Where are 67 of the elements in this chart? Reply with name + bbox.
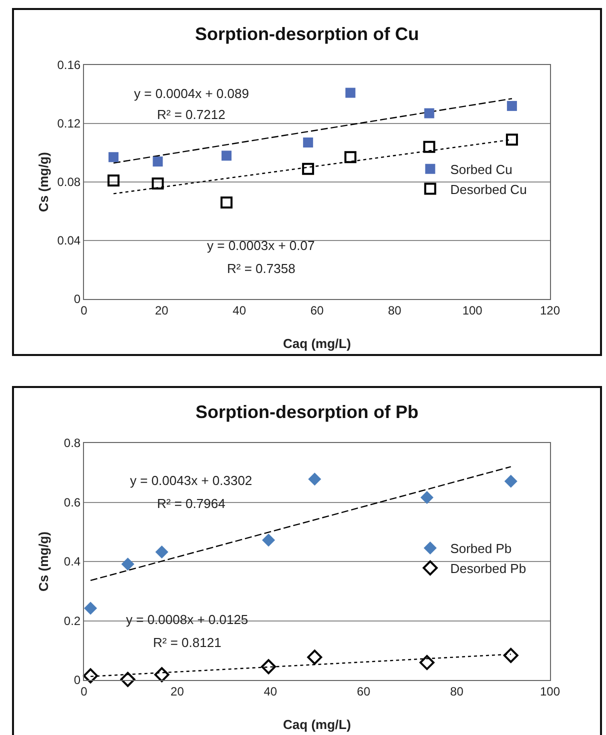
point	[303, 138, 314, 148]
x-tick-label: 20	[170, 684, 184, 698]
annotation: y = 0.0043x + 0.3302	[130, 473, 252, 488]
x-tick-label: 20	[154, 303, 169, 318]
x-tick-label: 40	[232, 303, 246, 318]
point	[307, 650, 322, 665]
x-tick-label: 60	[310, 303, 324, 318]
point	[120, 672, 136, 687]
point	[108, 152, 119, 162]
y-tick-label: 0.08	[57, 175, 81, 190]
y-tick-label: 0.2	[64, 614, 81, 628]
point	[504, 474, 518, 488]
point	[108, 174, 120, 187]
y-tick-label: 0.4	[64, 554, 81, 569]
y-tick-label: 0	[74, 673, 81, 688]
point	[154, 667, 170, 682]
annotation: y = 0.0003x + 0.07	[207, 238, 315, 253]
annotation: R² = 0.7964	[157, 496, 226, 511]
point	[344, 151, 356, 164]
x-tick-label: 80	[450, 684, 464, 698]
x-axis-title: Caq (mg/L)	[283, 717, 351, 732]
point	[83, 668, 98, 684]
point	[302, 162, 314, 175]
chart-title: Sorption-desorption of Cu	[195, 24, 419, 44]
point	[424, 108, 434, 118]
point	[220, 196, 233, 208]
point	[222, 150, 232, 161]
point	[345, 88, 356, 98]
x-axis-title: Caq (mg/L)	[283, 336, 351, 351]
point	[308, 472, 322, 486]
x-tick-label: 120	[540, 303, 560, 318]
point	[155, 546, 168, 559]
annotation: y = 0.0008x + 0.0125	[126, 612, 248, 627]
x-tick-label: 80	[388, 303, 402, 318]
legend-label: Desorbed Pb	[450, 560, 526, 576]
y-tick-label: 0.16	[57, 58, 81, 72]
point	[262, 534, 276, 547]
point	[503, 648, 518, 663]
point	[506, 100, 517, 111]
legend-label: Desorbed Cu	[450, 182, 527, 197]
point	[121, 558, 134, 571]
y-tick-label: 0.8	[64, 436, 81, 450]
point	[506, 134, 518, 146]
point	[84, 602, 98, 615]
annotation: R² = 0.7212	[157, 107, 226, 122]
point	[152, 156, 163, 167]
legend-label: Sorbed Pb	[450, 541, 512, 556]
x-tick-label: 100	[540, 684, 560, 698]
y-axis-title: Cs (mg/g)	[36, 152, 51, 212]
annotation: y = 0.0004x + 0.089	[134, 86, 249, 101]
x-tick-label: 100	[462, 303, 483, 318]
point	[261, 659, 276, 674]
point	[423, 140, 436, 153]
x-tick-label: 60	[356, 684, 371, 698]
legend-label: Sorbed Cu	[450, 162, 512, 177]
y-tick-label: 0.6	[64, 495, 81, 510]
point	[420, 491, 434, 504]
x-tick-label: 40	[264, 684, 278, 698]
chart-title: Sorption-desorption of Pb	[196, 402, 418, 422]
y-axis-title: Cs (mg/g)	[36, 532, 51, 592]
annotation: R² = 0.8121	[153, 635, 222, 650]
point	[419, 655, 434, 670]
point	[152, 177, 164, 190]
y-tick-label: 0.04	[57, 234, 81, 248]
y-tick-label: 0	[74, 292, 81, 306]
y-tick-label: 0.12	[57, 116, 81, 131]
annotation: R² = 0.7358	[227, 261, 296, 276]
